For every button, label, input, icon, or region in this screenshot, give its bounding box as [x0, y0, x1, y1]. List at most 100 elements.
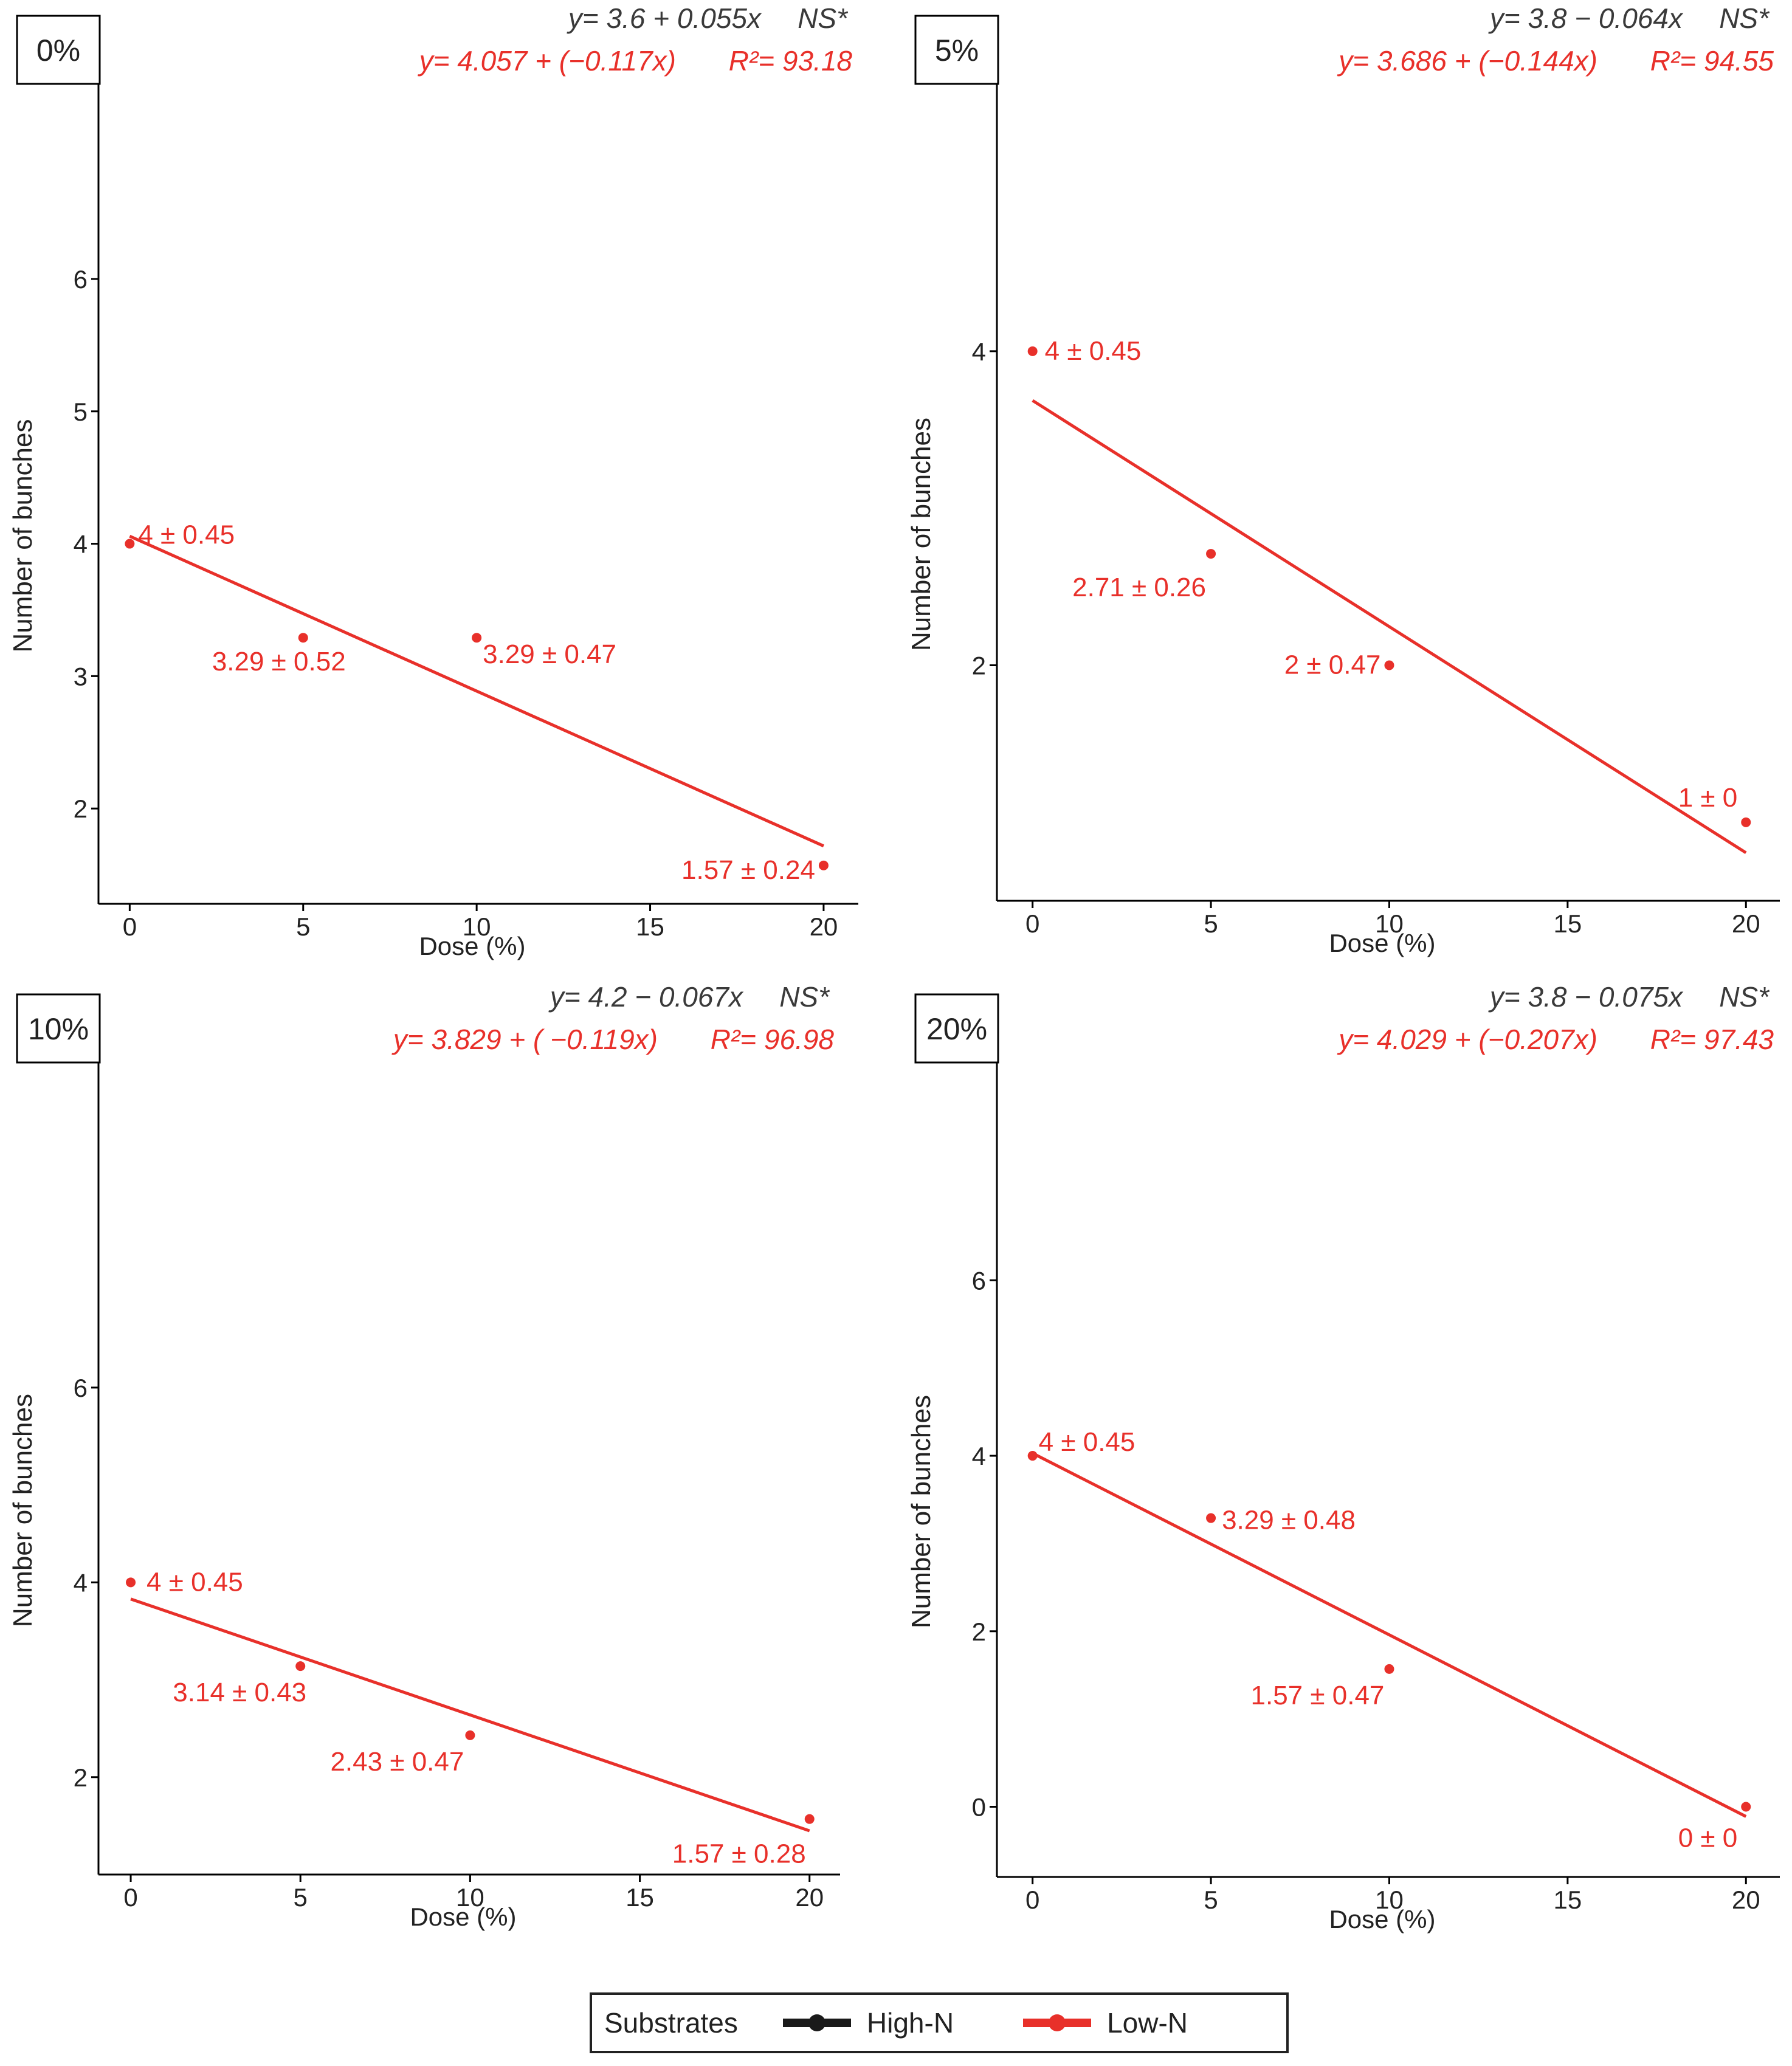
equation-high-n: y= 3.8 − 0.064x [1488, 2, 1684, 34]
x-tick-label: 20 [1732, 1885, 1760, 1914]
r-squared-low-n: R²= 93.18 [729, 45, 853, 77]
equation-high-n: y= 4.2 − 0.067x [548, 981, 744, 1013]
y-tick-label: 2 [74, 794, 88, 823]
y-tick-label: 0 [972, 1793, 986, 1822]
x-tick-label: 5 [1204, 1885, 1218, 1914]
y-tick-label: 2 [972, 652, 986, 680]
x-tick-label: 0 [123, 1883, 137, 1912]
equation-low-n: y= 4.057 + (−0.117x) [418, 45, 676, 77]
y-tick-label: 4 [972, 337, 986, 366]
panel-tag: 10% [28, 1012, 89, 1046]
data-point-low-n [1206, 1513, 1216, 1523]
legend-label-high-n: High-N [866, 2007, 954, 2039]
legend: Substrates High-N Low-N [590, 1992, 1289, 2053]
y-axis-title: Number of bunches [906, 418, 936, 651]
x-tick-label: 5 [296, 912, 310, 941]
y-tick-label: 2 [74, 1763, 88, 1792]
legend-dot-high-n [808, 2014, 825, 2031]
y-tick-label: 6 [74, 265, 88, 294]
data-point-low-n [818, 860, 829, 870]
equation-low-n: y= 3.686 + (−0.144x) [1337, 45, 1597, 77]
y-tick-label: 6 [972, 1266, 986, 1295]
data-label-low-n: 1.57 ± 0.24 [681, 855, 815, 885]
data-point-low-n [1027, 346, 1038, 356]
data-label-low-n: 3.29 ± 0.52 [212, 647, 346, 677]
x-axis-title: Dose (%) [1329, 1905, 1435, 1933]
data-label-low-n: 4 ± 0.45 [1039, 1427, 1136, 1457]
data-point-low-n [804, 1814, 815, 1824]
x-tick-label: 15 [1554, 1885, 1582, 1914]
x-axis-title: Dose (%) [419, 932, 525, 960]
data-point-low-n [1384, 660, 1394, 670]
regression-line-low-n [1032, 1451, 1747, 1818]
significance-high-n: NS* [1719, 981, 1770, 1013]
x-tick-label: 0 [1025, 909, 1039, 938]
x-tick-label: 5 [294, 1883, 308, 1912]
significance-high-n: NS* [798, 2, 849, 34]
data-point-low-n [298, 633, 308, 643]
x-tick-label: 15 [636, 912, 664, 941]
regression-line-low-n [1032, 399, 1747, 855]
legend-item-high-n: High-N [781, 2006, 954, 2039]
y-tick-label: 4 [74, 1568, 88, 1597]
x-axis-title: Dose (%) [1329, 929, 1435, 957]
legend-label-low-n: Low-N [1107, 2007, 1188, 2039]
x-tick-label: 20 [1732, 909, 1760, 938]
x-tick-label: 15 [625, 1883, 654, 1912]
data-point-low-n [1384, 1664, 1394, 1674]
y-tick-label: 3 [74, 662, 88, 690]
panel-tag-box [16, 993, 101, 1064]
equation-high-n: y= 3.8 − 0.075x [1488, 981, 1684, 1013]
data-point-low-n [472, 633, 482, 643]
data-label-low-n: 3.29 ± 0.47 [483, 639, 616, 669]
equation-low-n: y= 4.029 + (−0.207x) [1337, 1024, 1597, 1055]
x-tick-label: 20 [795, 1883, 824, 1912]
y-axis-title: Number of bunches [906, 1395, 936, 1628]
x-tick-label: 10 [463, 912, 491, 941]
data-label-low-n: 2.43 ± 0.47 [330, 1747, 464, 1777]
data-label-low-n: 1.57 ± 0.47 [1251, 1681, 1385, 1710]
data-point-low-n [126, 1577, 136, 1588]
x-tick-label: 0 [123, 912, 137, 941]
data-point-low-n [295, 1661, 306, 1672]
panel-tag: 5% [935, 33, 979, 67]
significance-high-n: NS* [779, 981, 830, 1013]
panel-tag-box [914, 993, 999, 1064]
x-tick-label: 10 [1375, 1885, 1404, 1914]
data-point-low-n [1027, 1451, 1038, 1461]
data-point-low-n [125, 539, 135, 549]
data-point-low-n [1741, 817, 1751, 827]
panel-tag-box [914, 15, 999, 85]
data-label-low-n: 4 ± 0.45 [146, 1567, 243, 1597]
equation-low-n: y= 3.829 + ( −0.119x) [391, 1024, 658, 1055]
legend-title: Substrates [604, 2007, 738, 2039]
data-label-low-n: 4 ± 0.45 [138, 520, 235, 550]
x-tick-label: 10 [456, 1883, 484, 1912]
regression-line-low-n [130, 1597, 810, 1833]
data-label-low-n: 2 ± 0.47 [1284, 650, 1381, 680]
x-axis-title: Dose (%) [410, 1902, 516, 1931]
data-label-low-n: 3.14 ± 0.43 [173, 1678, 306, 1707]
r-squared-low-n: R²= 97.43 [1650, 1024, 1774, 1055]
y-tick-label: 2 [972, 1617, 986, 1646]
legend-key-low-n [1023, 2014, 1092, 2031]
y-tick-label: 6 [74, 1374, 88, 1402]
x-tick-label: 10 [1375, 909, 1404, 938]
data-label-low-n: 1.57 ± 0.28 [672, 1839, 806, 1869]
r-squared-low-n: R²= 96.98 [711, 1024, 835, 1055]
regression-line-low-n [129, 534, 824, 848]
equation-high-n: y= 3.6 + 0.055x [567, 2, 762, 34]
x-tick-label: 20 [810, 912, 838, 941]
data-point-low-n [1741, 1802, 1751, 1812]
data-label-low-n: 2.71 ± 0.26 [1072, 573, 1206, 602]
data-label-low-n: 3.29 ± 0.48 [1222, 1506, 1356, 1535]
data-label-low-n: 1 ± 0 [1678, 783, 1738, 813]
legend-key-high-n [782, 2014, 851, 2031]
data-point-low-n [465, 1730, 475, 1740]
r-squared-low-n: R²= 94.55 [1650, 45, 1774, 77]
panel-tag-box [16, 15, 101, 85]
data-label-low-n: 4 ± 0.45 [1045, 336, 1142, 366]
